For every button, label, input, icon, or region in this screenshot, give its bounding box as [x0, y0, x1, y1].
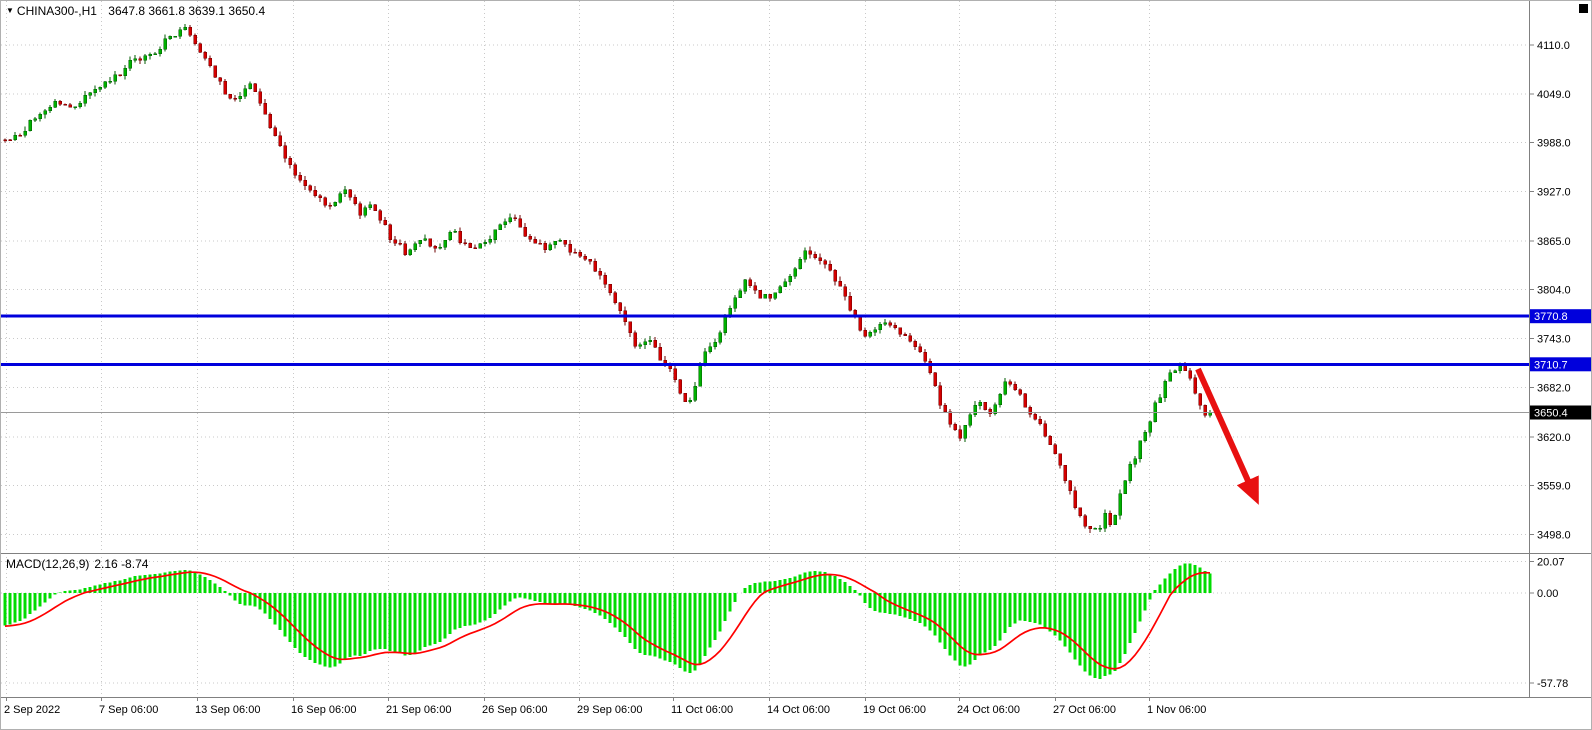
y-axis-label: 3927.0	[1537, 186, 1571, 198]
y-axis-label: 3682.0	[1537, 382, 1571, 394]
y-axis-label: 3743.0	[1537, 334, 1571, 346]
resistance-price-tag: 3770.8	[1530, 309, 1591, 324]
y-axis-label: 4110.0	[1537, 40, 1570, 52]
macd-values: 2.16 -8.74	[94, 557, 149, 571]
chart-corner-marker	[1579, 4, 1588, 13]
candles	[3, 23, 1212, 533]
macd-axis-label: 20.07	[1537, 557, 1565, 569]
y-axis-label: 3498.0	[1537, 529, 1571, 541]
x-axis-label: 24 Oct 06:00	[957, 704, 1020, 716]
ohlc-readout: 3647.8 3661.8 3639.1 3650.4	[108, 4, 266, 18]
x-axis-label: 26 Sep 06:00	[482, 704, 547, 716]
x-axis-label: 29 Sep 06:00	[577, 704, 642, 716]
symbol-marker-icon: ▼	[6, 6, 14, 15]
y-axis-label: 3865.0	[1537, 236, 1571, 248]
y-axis-label: 3620.0	[1537, 432, 1571, 444]
x-axis-label: 1 Nov 06:00	[1147, 704, 1206, 716]
y-axis-label: 3988.0	[1537, 138, 1571, 150]
x-axis-label: 13 Sep 06:00	[195, 704, 260, 716]
x-axis-label: 16 Sep 06:00	[291, 704, 356, 716]
x-axis-label: 21 Sep 06:00	[386, 704, 451, 716]
x-axis-label: 27 Oct 06:00	[1053, 704, 1116, 716]
current-price-tag: 3650.4	[1530, 405, 1591, 420]
trend-arrow[interactable]	[1195, 367, 1259, 505]
x-axis-label: 14 Oct 06:00	[767, 704, 830, 716]
svg-text:3650.4: 3650.4	[1534, 408, 1568, 420]
y-axis-label: 3559.0	[1537, 481, 1571, 493]
macd-axis-label: 0.00	[1537, 588, 1558, 600]
price-axis: 4110.0 4049.0 3988.0 3927.0 3865.0 3804.0 3743…	[4, 40, 1571, 716]
macd-name: MACD(12,26,9)	[6, 557, 90, 571]
macd-histogram	[3, 563, 1212, 679]
grid	[1, 1, 1529, 697]
y-axis-label: 3804.0	[1537, 285, 1571, 297]
macd-signal-line	[4, 571, 1211, 670]
chart-symbol-header: ▼ CHINA300-,H1 3647.8 3661.8 3639.1 3650.…	[6, 4, 265, 18]
macd-axis-label: -57.78	[1537, 678, 1568, 690]
svg-text:3710.7: 3710.7	[1534, 359, 1568, 371]
support-price-tag: 3710.7	[1530, 357, 1591, 372]
x-axis-label: 19 Oct 06:00	[863, 704, 926, 716]
svg-text:3770.8: 3770.8	[1534, 311, 1568, 323]
y-axis-label: 4049.0	[1537, 89, 1571, 101]
x-axis-label: 2 Sep 2022	[4, 704, 60, 716]
macd-indicator-label: MACD(12,26,9) 2.16 -8.74	[6, 557, 153, 571]
symbol-timeframe-label: CHINA300-,H1	[16, 4, 97, 18]
x-axis-label: 11 Oct 06:00	[671, 704, 733, 716]
x-axis-label: 7 Sep 06:00	[99, 704, 158, 716]
